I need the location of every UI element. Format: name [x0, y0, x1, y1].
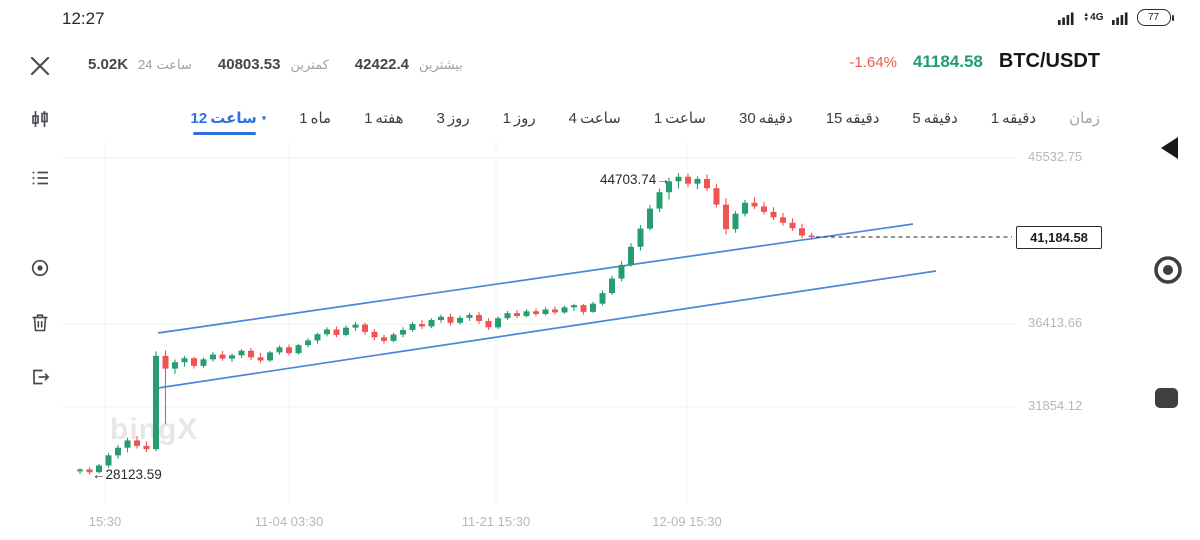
exit-icon[interactable] — [29, 366, 51, 388]
symbol-header: -1.64% 41184.58 BTC/USDT — [849, 50, 1100, 73]
x-axis-label: 11-04 03:30 — [254, 514, 324, 529]
tab-12h[interactable]: 12 ساعت ▾ — [190, 109, 267, 135]
grid — [62, 140, 1014, 505]
stat-volume: 5.02K 24 ساعت — [88, 56, 192, 73]
last-price: 41184.58 — [912, 52, 983, 71]
tab-1w[interactable]: 1 هفته — [364, 109, 404, 128]
volume-label-num: 24 — [138, 57, 153, 72]
market-stats: 5.02K 24 ساعت 40803.53 کمترین 42422.4 بیش… — [88, 56, 477, 73]
status-bar: 12:27 ▲ ▼ 4G 77 — [0, 0, 1200, 36]
tab-3d[interactable]: 3 روز — [436, 109, 470, 128]
indicator-list-icon[interactable] — [29, 167, 51, 189]
eye-icon[interactable] — [29, 257, 51, 279]
last-price-tag: 41,184.58 — [1016, 226, 1102, 249]
low-label: کمترین — [290, 57, 329, 72]
x-axis-label: 12-09 15:30 — [652, 514, 722, 529]
volume-value: 5.02K — [88, 56, 129, 73]
trend-channel — [157, 223, 937, 389]
volume-label-word: ساعت — [156, 57, 192, 72]
tab-time: زمان — [1069, 110, 1100, 127]
y-axis-label: 45532.75 — [1028, 149, 1083, 164]
data-arrows-icon: ▲ ▼ — [1083, 11, 1090, 23]
tab-1m[interactable]: 1 دقیقه — [990, 109, 1037, 128]
y-axis-label: 36413.66 — [1028, 315, 1083, 330]
battery-icon: 77 — [1136, 9, 1174, 26]
close-icon[interactable] — [28, 54, 52, 78]
trash-icon[interactable] — [29, 311, 51, 333]
stat-low: 40803.53 کمترین — [218, 56, 329, 73]
tab-1d[interactable]: 1 روز — [502, 109, 536, 128]
tab-15m[interactable]: 15 دقیقه — [825, 109, 880, 128]
change-percent: -1.64% — [849, 54, 897, 71]
low-annotation: ←28123.59 — [92, 467, 162, 482]
high-label: بیشترین — [419, 57, 463, 72]
tab-30m[interactable]: 30 دقیقه — [739, 109, 793, 128]
peak-annotation: 44703.74→ — [600, 172, 670, 187]
network-type: ▲ ▼ 4G — [1083, 11, 1104, 24]
stat-high: 42422.4 بیشترین — [355, 56, 463, 73]
low-value: 40803.53 — [217, 56, 281, 73]
signal-icon-2 — [1111, 12, 1127, 25]
tab-4h[interactable]: 4 ساعت — [568, 109, 621, 128]
clock: 12:27 — [62, 9, 105, 28]
back-arrow-button[interactable] — [1158, 136, 1180, 165]
y-axis-label: 31854.12 — [1028, 398, 1083, 413]
x-axis-label: 11-21 15:30 — [461, 514, 531, 529]
x-axis-label: 15:30 — [88, 514, 122, 529]
tab-1h[interactable]: 1 ساعت — [653, 109, 706, 128]
tab-5m[interactable]: 5 دقیقه — [912, 109, 958, 128]
chevron-down-icon: ▾ — [261, 112, 267, 123]
high-value: 42422.4 — [354, 56, 410, 73]
symbol-title: BTC/USDT — [998, 50, 1100, 72]
signal-icon — [1058, 12, 1074, 25]
tab-1M[interactable]: 1 ماه — [299, 109, 332, 128]
screen-record-button[interactable] — [1152, 254, 1184, 291]
candles — [77, 173, 815, 475]
timeframe-tabs: زمان 1 دقیقه 5 دقیقه 15 دقیقه 30 دقیقه 1 ساعت 4 ساعت… — [62, 104, 1100, 135]
stop-button[interactable] — [1155, 388, 1178, 408]
chart-style-icon[interactable] — [29, 108, 51, 130]
